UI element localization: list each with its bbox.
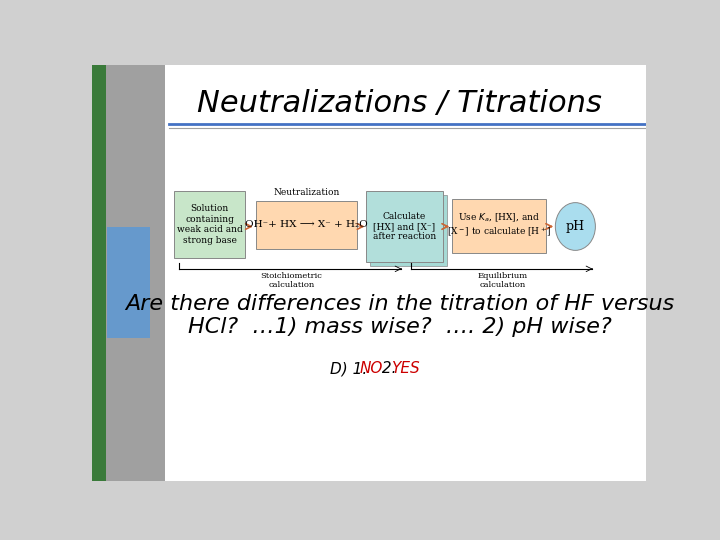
Text: pH: pH bbox=[566, 220, 585, 233]
Text: D) 1.: D) 1. bbox=[330, 361, 368, 376]
FancyBboxPatch shape bbox=[452, 199, 546, 253]
Text: YES: YES bbox=[390, 361, 419, 376]
Text: Are there differences in the titration of HF versus: Are there differences in the titration o… bbox=[125, 294, 675, 314]
Text: Use $K_a$, [HX], and
[X$^-$] to calculate [H$^+$]: Use $K_a$, [HX], and [X$^-$] to calculat… bbox=[447, 212, 552, 240]
Ellipse shape bbox=[555, 202, 595, 251]
Text: NO: NO bbox=[360, 361, 383, 376]
FancyBboxPatch shape bbox=[92, 65, 165, 481]
FancyBboxPatch shape bbox=[370, 195, 447, 266]
Text: OH⁻+ HX ⟶ X⁻ + H₂O: OH⁻+ HX ⟶ X⁻ + H₂O bbox=[246, 220, 368, 230]
FancyBboxPatch shape bbox=[92, 65, 106, 481]
FancyBboxPatch shape bbox=[174, 191, 245, 258]
FancyBboxPatch shape bbox=[107, 226, 150, 338]
Text: Equilibrium
calculation: Equilibrium calculation bbox=[478, 272, 528, 289]
Text: Solution
containing
weak acid and
strong base: Solution containing weak acid and strong… bbox=[176, 205, 243, 245]
Text: Calculate
[HX] and [X⁻]
after reaction: Calculate [HX] and [X⁻] after reaction bbox=[373, 212, 436, 241]
Text: Stoichiometric
calculation: Stoichiometric calculation bbox=[261, 272, 323, 289]
FancyBboxPatch shape bbox=[165, 65, 647, 481]
Text: HCl?  …1) mass wise?  …. 2) pH wise?: HCl? …1) mass wise? …. 2) pH wise? bbox=[188, 316, 612, 336]
Text: Neutralization: Neutralization bbox=[274, 188, 340, 197]
Text: Neutralizations / Titrations: Neutralizations / Titrations bbox=[197, 89, 602, 118]
Text: 2.: 2. bbox=[377, 361, 396, 376]
FancyBboxPatch shape bbox=[366, 191, 443, 262]
FancyBboxPatch shape bbox=[256, 201, 357, 249]
